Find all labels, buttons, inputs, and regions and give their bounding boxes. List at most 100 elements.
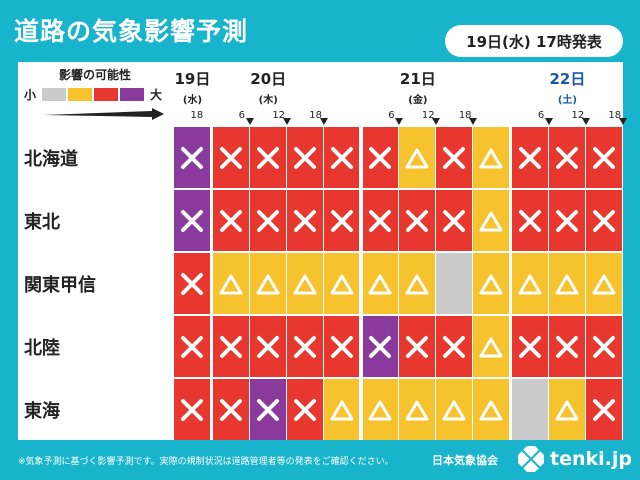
forecast-cell-yellow	[399, 253, 436, 314]
forecast-cell-red	[399, 316, 436, 377]
brand-text: tenki.jp	[550, 448, 632, 470]
day-weekday: (土)	[557, 95, 577, 106]
cross-icon	[369, 209, 392, 232]
triangle-icon	[293, 274, 317, 294]
hour-marker-icon	[432, 118, 441, 125]
cross-icon	[555, 209, 578, 232]
cross-icon	[555, 146, 578, 169]
issued-badge: 19日(水) 17時発表	[445, 25, 623, 57]
forecast-cell-red	[286, 190, 323, 251]
legend-swatch-yellow	[68, 88, 92, 101]
cross-icon	[592, 146, 615, 169]
forecast-cell-red	[549, 190, 585, 251]
forecast-cell-red	[323, 316, 360, 377]
forecast-cell-red	[399, 190, 436, 251]
forecast-cell-red	[174, 253, 210, 314]
cross-icon	[219, 398, 242, 421]
forecast-cell-yellow	[362, 253, 399, 314]
cross-icon	[293, 146, 316, 169]
footer-org: 日本気象協会	[432, 454, 498, 467]
cross-icon	[180, 209, 203, 232]
region-label: 東北	[18, 190, 172, 251]
hour-tick-label: 12	[421, 110, 435, 121]
cross-icon	[256, 146, 279, 169]
legend-high-label: 大	[150, 88, 163, 102]
hour-marker-icon	[469, 118, 478, 125]
forecast-cell-red	[174, 379, 210, 440]
forecast-cell-red	[512, 190, 548, 251]
cross-icon	[293, 398, 316, 421]
cross-icon	[592, 209, 615, 232]
triangle-icon	[555, 274, 579, 294]
hour-marker-icon	[618, 118, 627, 125]
cross-icon	[519, 146, 542, 169]
forecast-cell-yellow	[473, 379, 510, 440]
day-date: 22日	[549, 70, 586, 88]
hour-tick-label: 12	[272, 110, 286, 121]
forecast-cell-purple	[249, 379, 286, 440]
cross-icon	[219, 209, 242, 232]
cross-icon	[519, 335, 542, 358]
cross-icon	[180, 398, 203, 421]
triangle-icon	[479, 400, 503, 420]
tenki-logo-icon	[518, 446, 544, 472]
forecast-cell-red	[362, 190, 399, 251]
forecast-cell-red	[512, 316, 548, 377]
forecast-cell-red	[212, 127, 249, 188]
triangle-icon	[592, 274, 616, 294]
forecast-cell-red	[286, 379, 323, 440]
forecast-cell-yellow	[399, 127, 436, 188]
forecast-cell-yellow	[473, 253, 510, 314]
forecast-cell-red	[212, 379, 249, 440]
forecast-cell-yellow	[549, 379, 585, 440]
cross-icon	[519, 209, 542, 232]
forecast-cell-yellow	[436, 379, 473, 440]
triangle-icon	[405, 274, 429, 294]
cross-icon	[256, 398, 279, 421]
cross-icon	[406, 335, 429, 358]
cross-icon	[406, 209, 429, 232]
triangle-icon	[219, 274, 243, 294]
forecast-cell-yellow	[323, 253, 360, 314]
forecast-cell-red	[286, 316, 323, 377]
forecast-cell-yellow	[286, 253, 323, 314]
arrow-right-icon	[44, 108, 164, 120]
forecast-cell-red	[436, 316, 473, 377]
legend-low-label: 小	[24, 88, 37, 102]
triangle-icon	[479, 211, 503, 231]
day-header-3: 22日 (土)	[512, 68, 623, 106]
forecast-cell-yellow	[473, 316, 510, 377]
forecast-cell-yellow	[473, 127, 510, 188]
hour-tick-label: 6	[537, 110, 545, 121]
hour-tick-label: 18	[309, 110, 322, 121]
cross-icon	[330, 335, 353, 358]
triangle-icon	[330, 400, 354, 420]
cross-icon	[180, 335, 203, 358]
cross-icon	[592, 398, 615, 421]
day-date: 19日	[174, 70, 211, 88]
hour-marker-icon	[245, 118, 254, 125]
hour-tick-label: 18	[608, 110, 622, 121]
forecast-cell-purple	[174, 127, 210, 188]
cross-icon	[180, 272, 203, 295]
region-label: 北海道	[18, 127, 172, 188]
triangle-icon	[368, 400, 392, 420]
triangle-icon	[442, 400, 466, 420]
forecast-cell-red	[323, 127, 360, 188]
hour-tick-label: 18	[190, 110, 204, 121]
hour-tick-label: 18	[458, 110, 472, 121]
forecast-cell-purple	[362, 316, 399, 377]
triangle-icon	[368, 274, 392, 294]
forecast-cell-red	[212, 316, 249, 377]
legend-swatch-gray	[42, 88, 66, 101]
forecast-cell-yellow	[362, 379, 399, 440]
forecast-cell-yellow	[249, 253, 286, 314]
forecast-cell-red	[549, 127, 585, 188]
cross-icon	[293, 335, 316, 358]
legend-title: 影響の可能性	[58, 68, 131, 82]
forecast-cell-yellow	[473, 190, 510, 251]
brand-logo: tenki.jp	[518, 446, 632, 472]
forecast-cell-red	[585, 379, 622, 440]
legend: 影響の可能性 小 大	[18, 62, 172, 125]
forecast-cell-red	[585, 127, 622, 188]
